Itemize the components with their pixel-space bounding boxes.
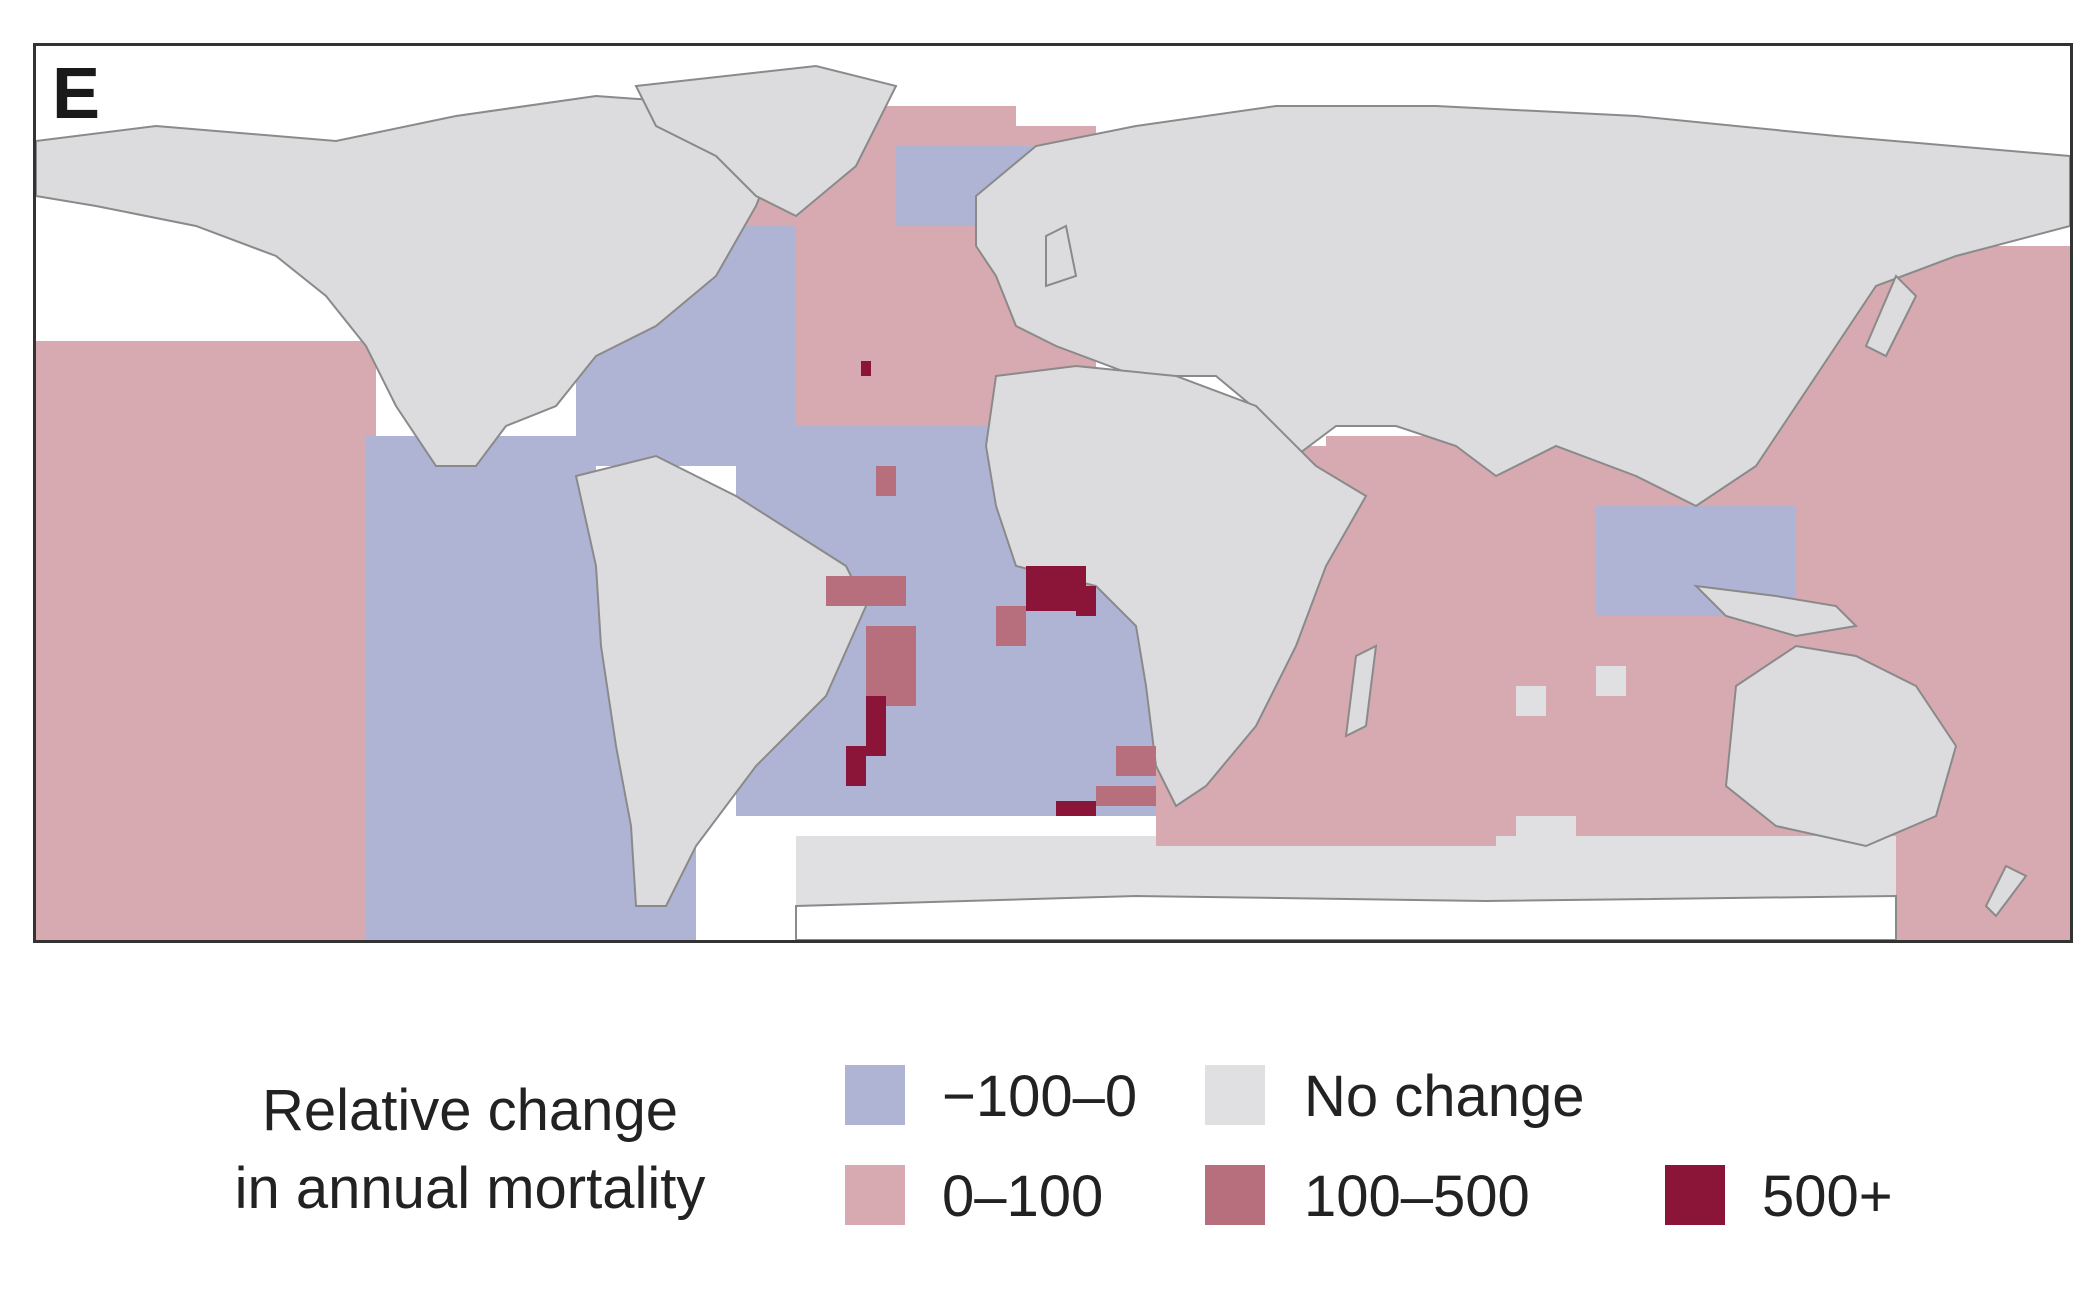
southern-ocean-increase-strip: [1156, 806, 1496, 846]
legend-label-decrease: −100–0: [942, 1064, 1138, 1129]
antarctica-fragment: [795, 894, 1897, 940]
eurasia: [975, 105, 2070, 508]
south-america: [574, 454, 868, 907]
panel-label: E: [52, 54, 101, 134]
no-change-patches: [1436, 666, 1626, 896]
legend-swatch-decrease: [845, 1065, 905, 1125]
hotspot-high: [866, 696, 886, 756]
world-map: [36, 64, 2070, 940]
legend-label-increase-high: 500+: [1762, 1164, 1893, 1229]
legend-swatch-increase-low: [845, 1165, 905, 1225]
no-change-patch: [1516, 816, 1576, 856]
indonesia: [1693, 584, 1859, 638]
legend-swatch-no-change: [1205, 1065, 1265, 1125]
pacific-ocean-increase: [36, 341, 376, 940]
hotspot-mid: [866, 626, 916, 706]
uk: [1045, 224, 1078, 288]
hotspot-mid: [1116, 746, 1156, 776]
legend-swatch-increase-high: [1665, 1165, 1725, 1225]
north-america: [36, 94, 778, 467]
hotspot-mid: [996, 606, 1026, 646]
map-panel: [33, 43, 2073, 943]
legend-title-line2: in annual mortality: [234, 1156, 706, 1221]
hotspot-mid: [826, 576, 906, 606]
continents: [36, 64, 2070, 940]
hotspot-high: [861, 361, 871, 376]
japan: [1864, 274, 1918, 358]
legend-label-no-change: No change: [1304, 1064, 1585, 1129]
legend-swatch-increase-mid: [1205, 1165, 1265, 1225]
no-change-patch: [1516, 686, 1546, 716]
hotspot-mid: [1096, 786, 1156, 806]
hotspot-high: [1056, 801, 1096, 816]
legend-label-increase-low: 0–100: [942, 1164, 1104, 1229]
hotspot-mid: [876, 466, 896, 496]
legend: Relative change in annual mortality −100…: [0, 1030, 2097, 1290]
legend-label-increase-mid: 100–500: [1304, 1164, 1530, 1229]
no-change-patch: [1596, 666, 1626, 696]
hotspot-high: [1076, 586, 1096, 616]
legend-title-line1: Relative change: [262, 1078, 678, 1143]
africa: [984, 364, 1368, 808]
greenland: [634, 64, 898, 218]
no-change-patch: [1436, 856, 1496, 896]
australia: [1724, 644, 1958, 848]
hotspot-high: [846, 746, 866, 786]
new-zealand: [1984, 864, 2028, 918]
hotspots: [826, 361, 1156, 816]
madagascar: [1344, 644, 1378, 738]
